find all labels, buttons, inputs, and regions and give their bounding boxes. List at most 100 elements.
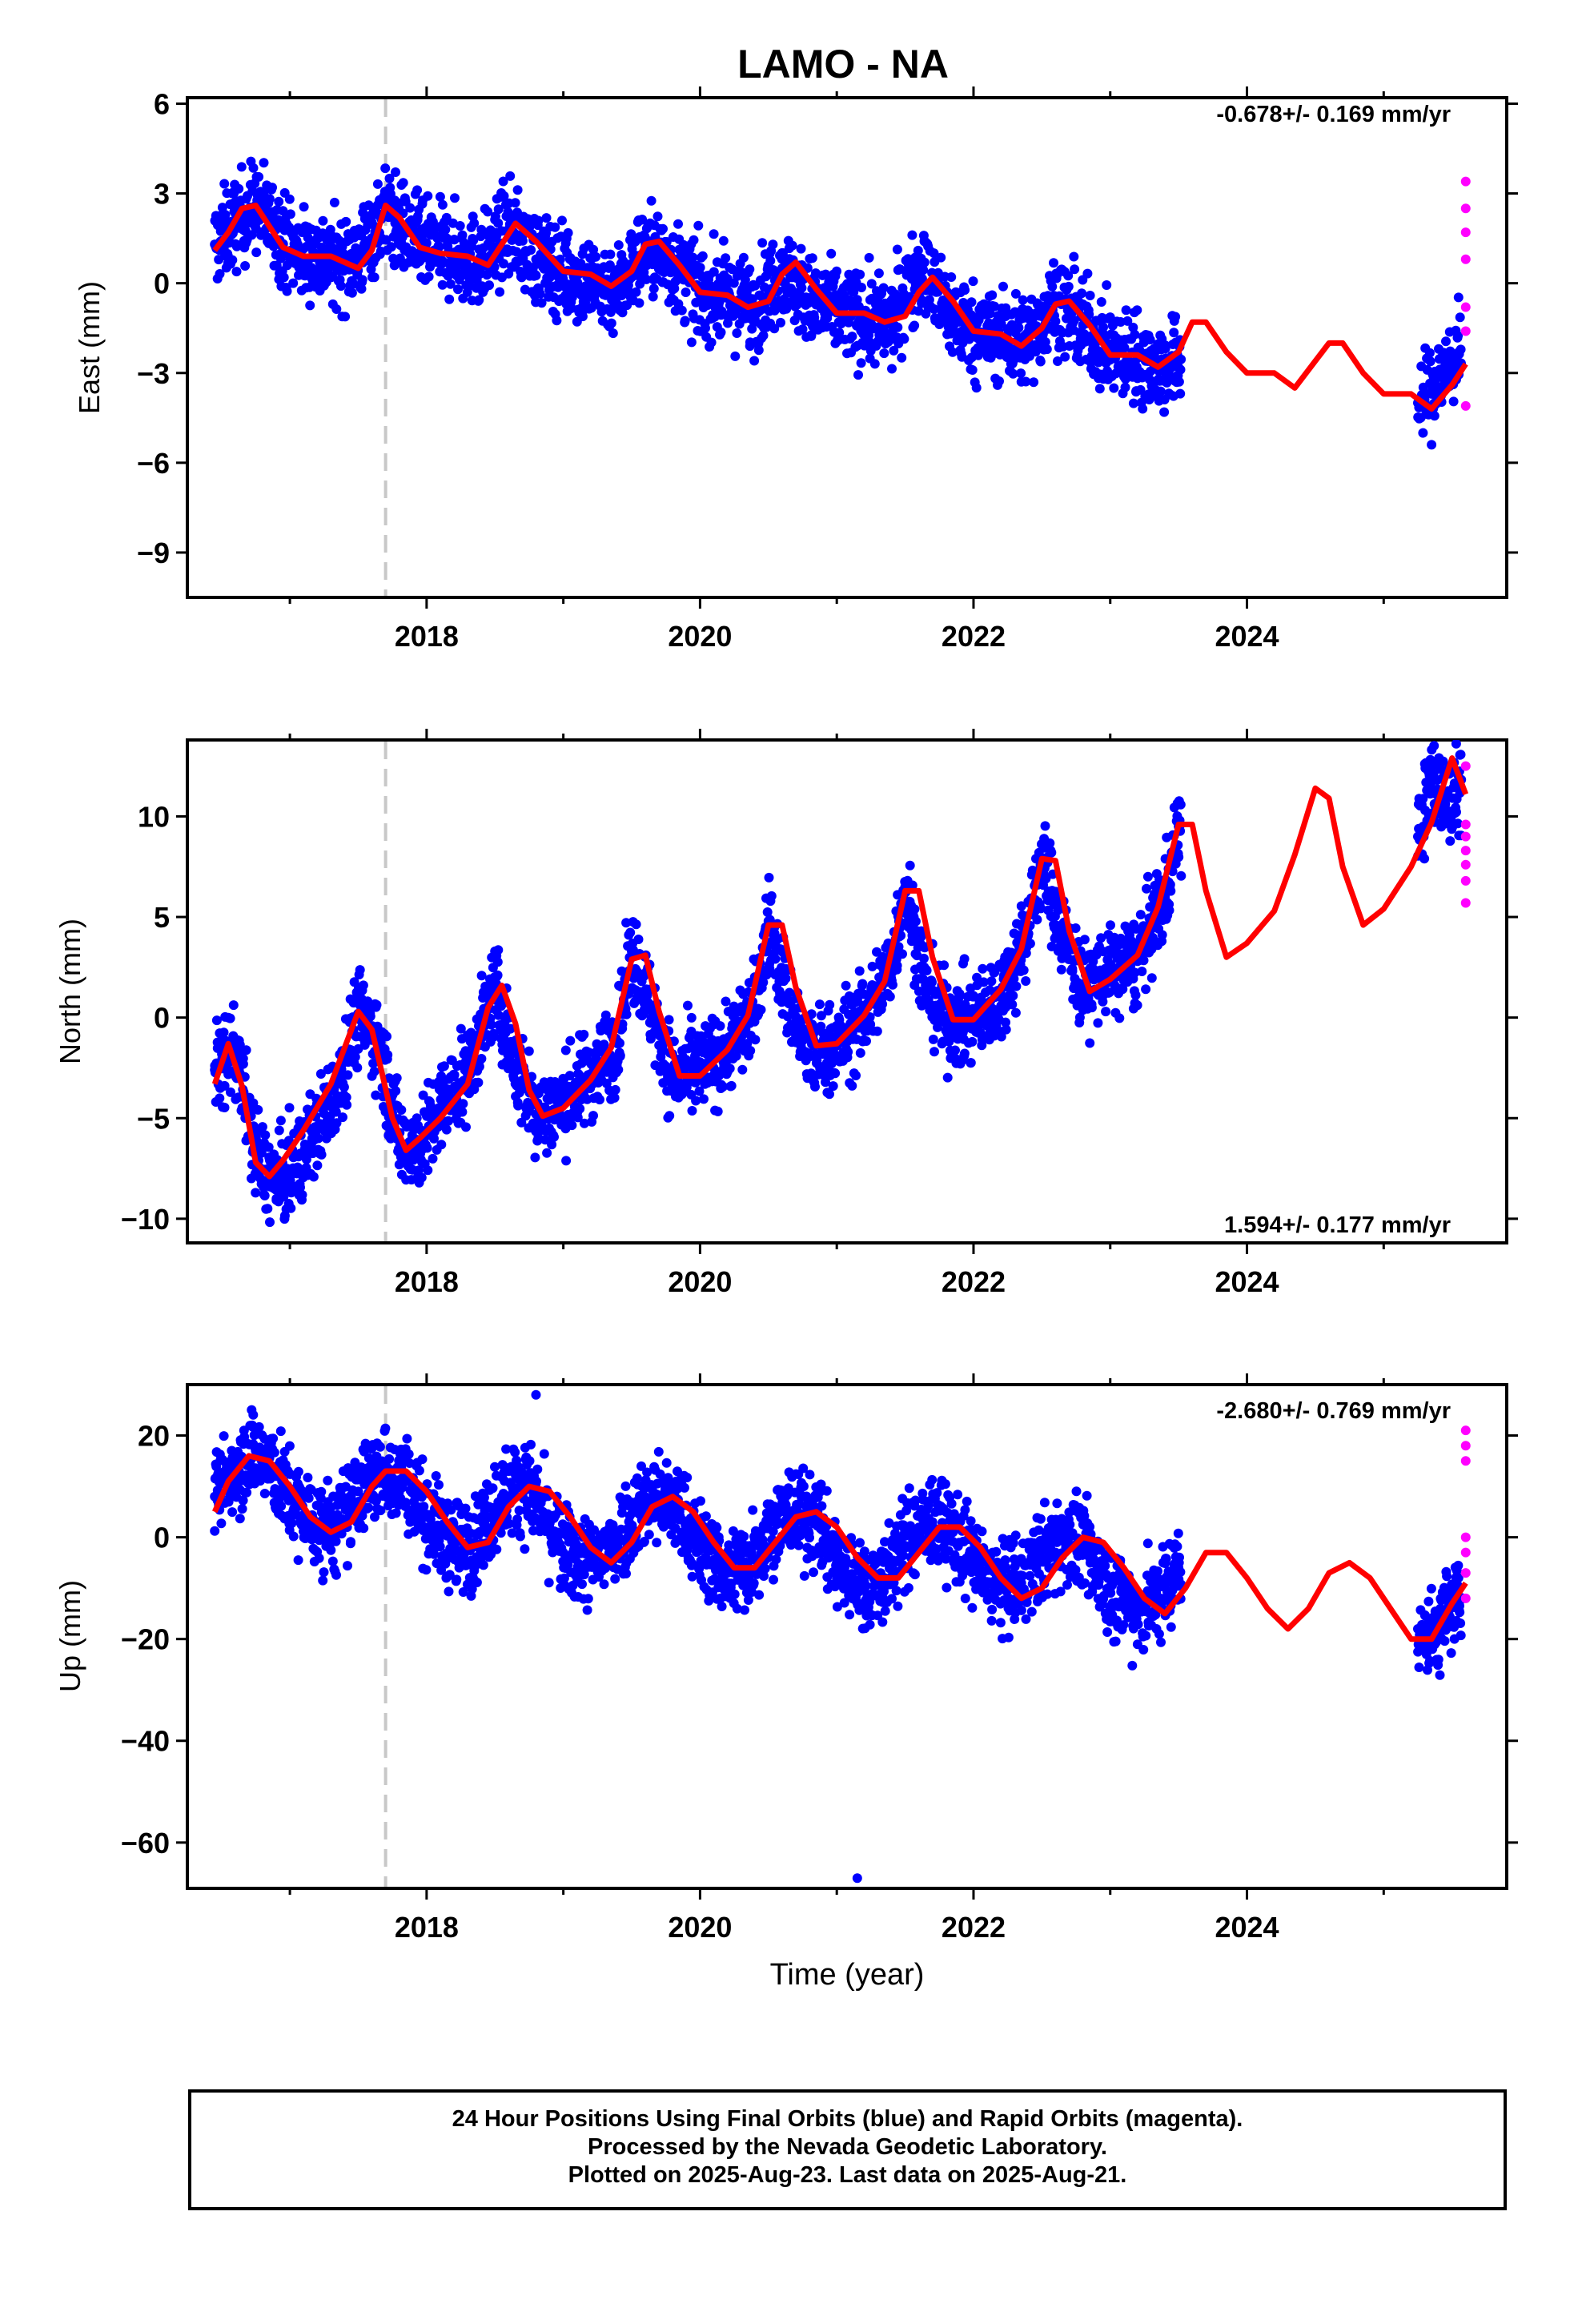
east-final-orbit-point	[498, 176, 508, 187]
east-final-orbit-point	[236, 162, 247, 172]
north-final-orbit-point	[274, 1125, 284, 1136]
east-final-orbit-point	[380, 163, 391, 174]
north-final-orbit-point	[1438, 756, 1448, 766]
north-final-orbit-point	[1104, 987, 1114, 998]
east-final-orbit-point	[753, 345, 764, 356]
north-final-orbit-point	[888, 979, 897, 990]
east-final-orbit-point	[1053, 356, 1062, 366]
north-final-orbit-point	[1106, 920, 1115, 931]
east-final-orbit-point	[856, 358, 866, 368]
north-final-orbit-point	[644, 998, 654, 1008]
east-final-orbit-point	[604, 260, 615, 271]
north-final-orbit-point	[950, 1045, 960, 1055]
north-final-orbit-point	[238, 1059, 248, 1069]
east-final-orbit-point	[987, 290, 998, 300]
east-final-orbit-point	[697, 251, 708, 261]
north-final-orbit-point	[745, 1046, 756, 1055]
north-final-orbit-point	[343, 1070, 353, 1080]
east-final-orbit-point	[807, 253, 817, 263]
east-final-orbit-point	[445, 279, 456, 289]
north-final-orbit-point	[358, 980, 368, 991]
north-final-orbit-point	[1176, 870, 1186, 881]
east-final-orbit-point	[929, 248, 939, 259]
east-final-orbit-point	[457, 230, 468, 240]
east-final-orbit-point	[1082, 268, 1093, 279]
north-final-orbit-point	[919, 953, 929, 963]
east-final-orbit-point	[765, 255, 776, 266]
east-final-orbit-point	[219, 179, 230, 189]
east-final-orbit-point	[738, 252, 749, 263]
north-final-orbit-point	[219, 1103, 230, 1112]
north-final-orbit-point	[505, 1023, 516, 1034]
north-final-orbit-point	[966, 1058, 976, 1068]
east-final-orbit-point	[369, 272, 379, 283]
east-final-orbit-point	[533, 215, 544, 226]
east-final-orbit-point	[347, 287, 357, 298]
north-final-orbit-point	[1141, 984, 1151, 995]
east-final-orbit-point	[941, 305, 951, 316]
east-final-orbit-point	[909, 320, 920, 331]
east-final-orbit-point	[873, 268, 884, 279]
north-final-orbit-point	[228, 1000, 239, 1011]
east-final-orbit-point	[1029, 377, 1039, 388]
east-final-orbit-point	[892, 244, 902, 255]
north-final-orbit-point	[1452, 807, 1461, 817]
east-final-orbit-point	[220, 210, 231, 220]
north-final-orbit-point	[458, 1099, 468, 1109]
east-final-orbit-point	[994, 376, 1004, 386]
east-final-orbit-point	[1453, 292, 1464, 303]
north-final-orbit-point	[967, 1036, 978, 1047]
north-final-orbit-point	[510, 1060, 520, 1071]
east-final-orbit-point	[1098, 322, 1108, 332]
east-final-orbit-point	[626, 229, 636, 239]
east-final-orbit-point	[907, 230, 917, 240]
east-final-orbit-point	[1010, 288, 1021, 299]
north-final-orbit-point	[1086, 1003, 1097, 1013]
east-final-orbit-point	[960, 285, 970, 296]
east-final-orbit-point	[531, 271, 541, 280]
east-final-orbit-point	[1174, 356, 1184, 366]
east-final-orbit-point	[234, 183, 244, 194]
north-final-orbit-point	[1046, 847, 1057, 858]
east-final-orbit-point	[1035, 356, 1046, 367]
east-final-orbit-point	[913, 260, 924, 271]
north-final-orbit-point	[617, 1019, 628, 1029]
north-final-orbit-point	[1074, 1012, 1085, 1023]
north-final-orbit-point	[828, 1081, 838, 1092]
east-final-orbit-point	[612, 284, 623, 295]
east-final-orbit-point	[673, 219, 683, 229]
east-final-orbit-point	[231, 267, 242, 277]
north-final-orbit-point	[765, 963, 775, 974]
east-final-orbit-point	[913, 306, 924, 316]
east-final-orbit-point	[1109, 383, 1119, 393]
east-final-orbit-point	[340, 312, 351, 322]
east-final-orbit-point	[897, 352, 907, 363]
north-final-orbit-point	[1166, 886, 1176, 896]
north-final-orbit-point	[260, 1130, 271, 1140]
north-final-orbit-point	[530, 1152, 540, 1163]
north-final-orbit-point	[549, 1132, 559, 1142]
north-final-orbit-point	[492, 970, 503, 980]
north-final-orbit-point	[816, 1021, 826, 1031]
east-x-tick-label: 2024	[1215, 620, 1279, 653]
east-final-orbit-point	[1122, 316, 1133, 326]
east-final-orbit-point	[857, 283, 866, 292]
east-final-orbit-point	[444, 294, 455, 304]
north-final-orbit-point	[567, 1120, 577, 1131]
north-final-orbit-point	[854, 966, 865, 976]
north-final-orbit-point	[1018, 965, 1029, 975]
north-final-orbit-point	[1067, 966, 1078, 976]
east-final-orbit-point	[384, 173, 395, 183]
north-final-orbit-point	[439, 1061, 449, 1072]
north-final-orbit-point	[449, 1070, 460, 1080]
north-final-orbit-point	[565, 1035, 576, 1046]
east-final-orbit-point	[1418, 428, 1428, 438]
east-final-orbit-point	[1049, 258, 1058, 268]
east-final-orbit-point	[1070, 264, 1080, 275]
north-final-orbit-point	[1118, 984, 1128, 995]
east-final-orbit-point	[499, 259, 508, 269]
east-final-orbit-point	[1174, 376, 1184, 387]
east-final-orbit-point	[797, 324, 808, 335]
north-final-orbit-point	[855, 1047, 865, 1058]
north-final-orbit-point	[369, 1067, 379, 1076]
